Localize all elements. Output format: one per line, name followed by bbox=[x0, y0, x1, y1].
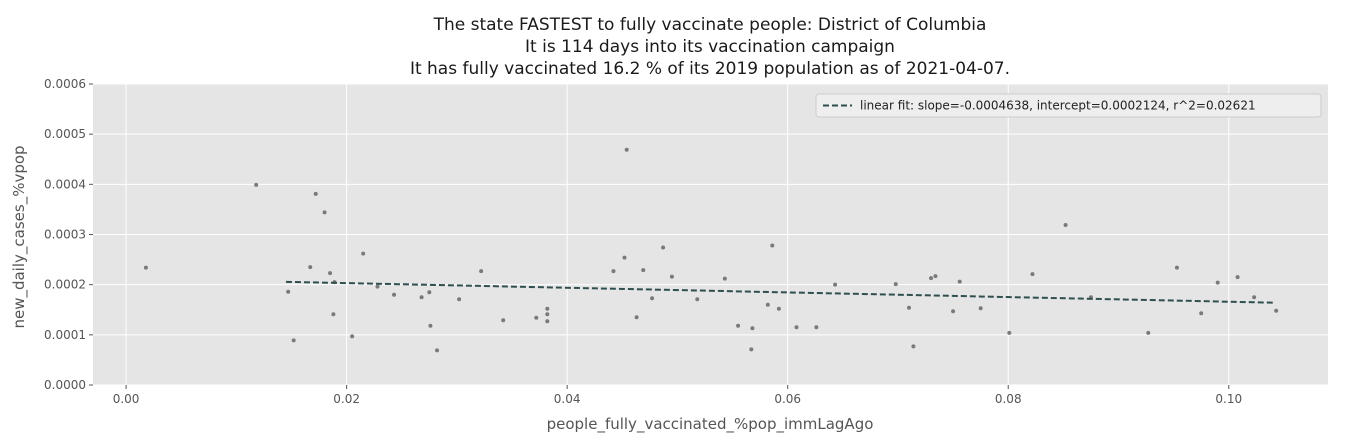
data-point bbox=[611, 269, 616, 274]
data-point bbox=[750, 326, 755, 331]
data-point bbox=[770, 243, 775, 248]
data-point bbox=[906, 305, 911, 310]
data-point bbox=[313, 191, 318, 196]
data-point bbox=[545, 312, 550, 317]
legend-box bbox=[815, 93, 1322, 118]
data-point bbox=[833, 282, 838, 287]
data-point bbox=[1030, 272, 1035, 277]
data-point bbox=[1274, 308, 1279, 313]
data-points bbox=[143, 147, 1279, 353]
data-point bbox=[794, 325, 799, 330]
data-point bbox=[951, 309, 956, 314]
grid-lines bbox=[93, 83, 1328, 386]
data-point bbox=[328, 271, 333, 276]
y-axis-ticks: 0.0000 0.0001 0.0002 0.0003 0.0004 0.0005 0.00… bbox=[44, 77, 93, 392]
legend: linear fit: slope=-0.0004638, intercept=… bbox=[815, 93, 1322, 118]
x-tick-label: 0.06 bbox=[774, 392, 801, 406]
chart-title-line-2: It is 114 days into its vaccination camp… bbox=[525, 37, 895, 57]
x-tick-label: 0.02 bbox=[333, 392, 360, 406]
x-tick-label: 0.00 bbox=[113, 392, 140, 406]
data-point bbox=[624, 147, 629, 152]
data-point bbox=[1007, 330, 1012, 335]
data-point bbox=[428, 323, 433, 328]
chart-title-line-3: It has fully vaccinated 16.2 % of its 20… bbox=[410, 59, 1010, 79]
data-point bbox=[331, 312, 336, 317]
data-point bbox=[641, 268, 646, 273]
data-point bbox=[650, 296, 655, 301]
data-point bbox=[1252, 295, 1257, 300]
y-tick-label: 0.0004 bbox=[44, 177, 86, 191]
data-point bbox=[1063, 222, 1068, 227]
data-point bbox=[622, 255, 627, 260]
data-point bbox=[392, 292, 397, 297]
data-point bbox=[291, 338, 296, 343]
x-tick-label: 0.08 bbox=[995, 392, 1022, 406]
data-point bbox=[814, 325, 819, 330]
data-point bbox=[375, 284, 380, 289]
data-point bbox=[501, 318, 506, 323]
data-point bbox=[736, 323, 741, 328]
data-point bbox=[722, 276, 727, 281]
x-axis-label: people_fully_vaccinated_%pop_immLagAgo bbox=[547, 415, 874, 434]
x-tick-label: 0.10 bbox=[1215, 392, 1242, 406]
data-point bbox=[929, 276, 934, 281]
data-point bbox=[419, 295, 424, 300]
chart-title: The state FASTEST to fully vaccinate peo… bbox=[410, 15, 1010, 79]
data-point bbox=[350, 334, 355, 339]
data-point bbox=[893, 282, 898, 287]
data-point bbox=[1215, 280, 1220, 285]
data-point bbox=[1174, 265, 1179, 270]
y-tick-label: 0.0003 bbox=[44, 228, 86, 242]
chart-title-line-1: The state FASTEST to fully vaccinate peo… bbox=[433, 15, 987, 35]
data-point bbox=[1146, 330, 1151, 335]
data-point bbox=[479, 269, 484, 274]
data-point bbox=[143, 265, 148, 270]
data-point bbox=[669, 274, 674, 279]
x-tick-label: 0.04 bbox=[554, 392, 581, 406]
data-point bbox=[427, 290, 432, 295]
data-point bbox=[776, 306, 781, 311]
legend-fit-label: linear fit: slope=-0.0004638, intercept=… bbox=[860, 99, 1256, 113]
data-point bbox=[765, 302, 770, 307]
data-point bbox=[286, 289, 291, 294]
y-tick-label: 0.0000 bbox=[44, 378, 86, 392]
data-point bbox=[933, 274, 938, 279]
y-tick-label: 0.0001 bbox=[44, 328, 86, 342]
y-tick-label: 0.0006 bbox=[44, 77, 86, 91]
data-point bbox=[695, 297, 700, 302]
fit-line bbox=[285, 280, 1273, 304]
data-point bbox=[254, 182, 259, 187]
data-point bbox=[457, 297, 462, 302]
y-tick-label: 0.0005 bbox=[44, 127, 86, 141]
data-point bbox=[545, 306, 550, 311]
data-point bbox=[661, 245, 666, 250]
data-point bbox=[534, 315, 539, 320]
y-tick-label: 0.0002 bbox=[44, 278, 86, 292]
data-point bbox=[911, 344, 916, 349]
x-axis-ticks: 0.00 0.02 0.04 0.06 0.08 0.10 bbox=[113, 385, 1242, 406]
data-point bbox=[545, 319, 550, 324]
data-point bbox=[1235, 275, 1240, 280]
data-point bbox=[361, 251, 366, 256]
data-point bbox=[634, 315, 639, 320]
data-point bbox=[308, 265, 313, 270]
data-point bbox=[1199, 311, 1204, 316]
y-axis-label: new_daily_cases_%vpop bbox=[10, 145, 29, 328]
data-point bbox=[322, 210, 327, 215]
fit-line-group bbox=[285, 280, 1273, 304]
data-point bbox=[978, 306, 983, 311]
data-point bbox=[435, 348, 440, 353]
data-point bbox=[749, 347, 754, 352]
data-point bbox=[957, 279, 962, 284]
